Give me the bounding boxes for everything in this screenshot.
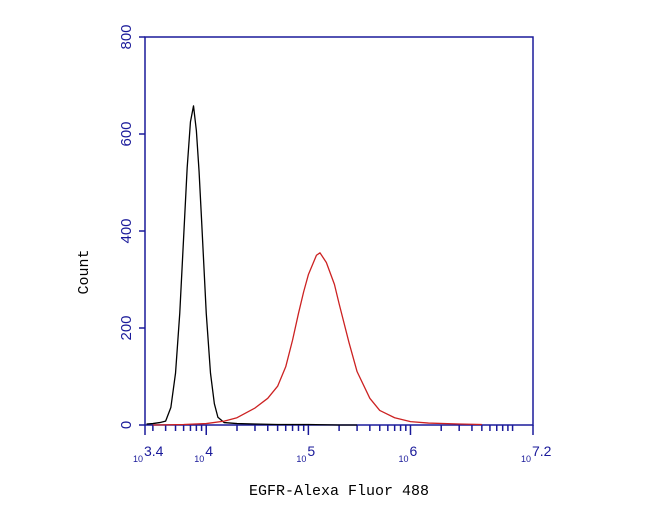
x-tick-exponent: 6 [409, 443, 417, 459]
histogram-line [152, 252, 482, 426]
x-tick-base: 10 [521, 454, 531, 464]
x-tick-base: 10 [398, 454, 408, 464]
y-tick-label: 800 [118, 24, 135, 49]
histogram-line [146, 105, 358, 426]
x-tick-exponent: 7.2 [532, 443, 552, 459]
x-tick-exponent: 5 [307, 443, 315, 459]
y-tick-label: 600 [118, 121, 135, 146]
x-axis-label: EGFR-Alexa Fluor 488 [249, 483, 429, 500]
x-tick-base: 10 [296, 454, 306, 464]
x-tick-base: 10 [133, 454, 143, 464]
x-tick-exponent: 3.4 [144, 443, 164, 459]
y-axis-label: Count [76, 249, 93, 294]
x-tick-base: 10 [194, 454, 204, 464]
y-tick-label: 0 [118, 421, 135, 429]
x-tick-exponent: 4 [205, 443, 213, 459]
y-tick-label: 200 [118, 315, 135, 340]
y-tick-label: 400 [118, 218, 135, 243]
plot-frame [144, 36, 534, 426]
